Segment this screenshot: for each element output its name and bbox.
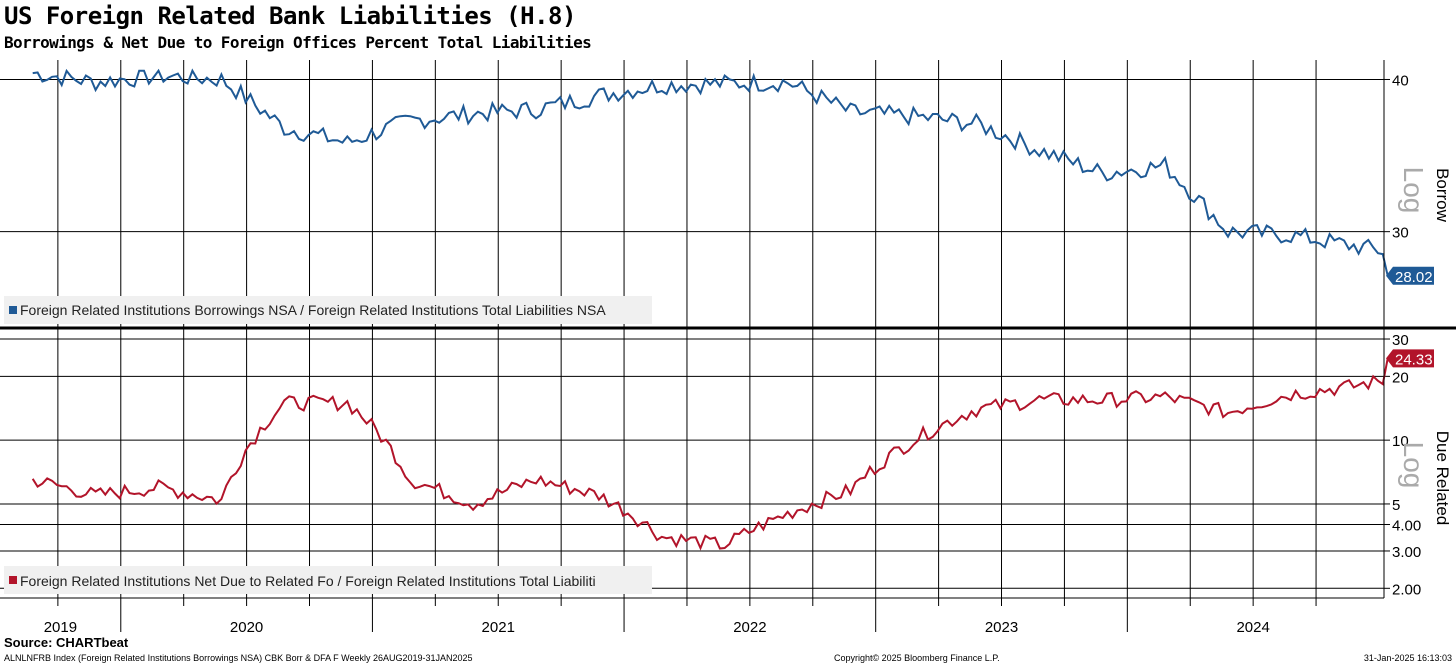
chart-title: US Foreign Related Bank Liabilities (H.8… bbox=[4, 2, 576, 30]
legend-box-bottom bbox=[4, 566, 652, 594]
legend-marker-top bbox=[9, 306, 17, 314]
scale-label-bottom: Log bbox=[1398, 442, 1429, 489]
legend-box-top bbox=[4, 296, 652, 324]
last-value-badge-top: 28.02 bbox=[1386, 266, 1434, 286]
chart-subtitle: Borrowings & Net Due to Foreign Offices … bbox=[4, 33, 592, 52]
scale-label-top: Log bbox=[1398, 167, 1429, 214]
x-tick-label: 2020 bbox=[230, 619, 263, 632]
last-value-badge-top-text: 28.02 bbox=[1395, 269, 1433, 286]
y-tick-label: 3.00 bbox=[1392, 544, 1421, 561]
y-tick-label: 30 bbox=[1392, 225, 1409, 242]
last-value-badge-bottom-text: 24.33 bbox=[1395, 351, 1433, 368]
legend-label-top[interactable]: Foreign Related Institutions Borrowings … bbox=[20, 302, 606, 318]
data-series-line bbox=[32, 68, 1389, 277]
axis-title-bottom: Due Related bbox=[1433, 431, 1452, 526]
footer-copyright: Copyright© 2025 Bloomberg Finance L.P. bbox=[834, 653, 1000, 663]
last-value-badge-top-bg bbox=[1386, 266, 1434, 285]
last-value-badge-bottom-bg bbox=[1386, 349, 1434, 368]
chart-canvas: 30 40 2.00 3.00 4.00 5 10 20 30 Foreign Related… bbox=[0, 60, 1456, 632]
y-tick-label: 40 bbox=[1392, 72, 1409, 89]
x-tick-label: 2021 bbox=[482, 619, 515, 632]
y-tick-label: 20 bbox=[1392, 369, 1409, 386]
x-tick-label: 2023 bbox=[985, 619, 1018, 632]
x-tick-label: 2019 bbox=[44, 619, 77, 632]
last-value-badge-bottom: 24.33 bbox=[1386, 349, 1434, 368]
data-series-line bbox=[31, 358, 1389, 551]
source-note: Source: CHARTbeat bbox=[4, 635, 129, 650]
legend-label-bottom[interactable]: Foreign Related Institutions Net Due to … bbox=[20, 573, 596, 589]
x-tick-label: 2022 bbox=[733, 619, 766, 632]
legend-marker-bottom bbox=[9, 576, 17, 584]
y-tick-label: 5 bbox=[1392, 497, 1400, 514]
y-tick-label: 10 bbox=[1392, 433, 1409, 450]
y-tick-label: 4.00 bbox=[1392, 517, 1421, 534]
footer-ticker-info: ALNLNFRB Index (Foreign Related Institut… bbox=[4, 653, 473, 663]
y-tick-label: 2.00 bbox=[1392, 581, 1421, 598]
y-tick-label: 30 bbox=[1392, 332, 1409, 349]
x-tick-label: 2024 bbox=[1236, 619, 1269, 632]
axis-title-top: Borrow bbox=[1433, 168, 1452, 223]
footer-timestamp: 31-Jan-2025 16:13:03 bbox=[1363, 653, 1452, 663]
